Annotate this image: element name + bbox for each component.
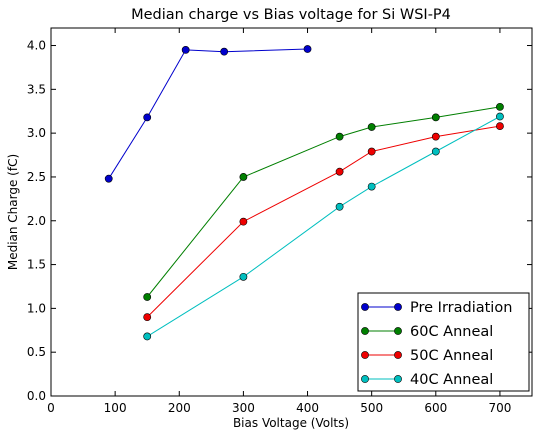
data-point (143, 113, 152, 122)
x-tick-label: 500 (360, 401, 383, 415)
legend-marker (394, 351, 402, 359)
data-point (239, 217, 248, 226)
data-point (104, 174, 113, 183)
legend-item: Pre Irradiation (361, 300, 512, 316)
data-point (239, 272, 248, 281)
series-line (108, 48, 308, 179)
legend-label: 50C Anneal (410, 348, 493, 364)
y-tick-label: 2.5 (27, 170, 46, 184)
data-point (143, 332, 152, 341)
data-point (431, 132, 440, 141)
data-point (367, 147, 376, 156)
series (143, 102, 504, 301)
y-tick-label: 1.0 (27, 301, 46, 315)
data-point (335, 202, 344, 211)
data-point (181, 46, 190, 54)
chart-title: Median charge vs Bias voltage for Si WSI… (131, 7, 451, 23)
legend-label: 40C Anneal (410, 372, 493, 388)
x-tick-label: 600 (424, 401, 447, 415)
series-line (146, 106, 500, 298)
y-tick-label: 1.5 (27, 258, 46, 272)
data-point (496, 102, 504, 111)
y-tick-label: 0.0 (27, 389, 46, 403)
x-tick-label: 200 (168, 401, 191, 415)
y-tick-label: 0.5 (27, 345, 46, 359)
legend-label: 60C Anneal (410, 324, 493, 340)
y-axis: 0.0 0.5 1.0 1.5 2.0 2.5 3.0 3.5 4.0 (27, 39, 532, 403)
y-tick-label: 3.0 (27, 126, 46, 140)
x-axis: 0 100 200 300 400 500 600 700 (47, 28, 511, 415)
legend-marker (394, 303, 402, 311)
y-tick-label: 4.0 (27, 39, 46, 53)
data-point (496, 122, 504, 131)
series-line (146, 116, 501, 337)
legend-marker (361, 351, 369, 359)
data-point (143, 313, 152, 322)
legend-item: 40C Anneal (361, 372, 493, 388)
legend-box (357, 292, 530, 392)
y-tick-label: 3.5 (27, 82, 46, 96)
legend-marker (394, 327, 402, 335)
data-point (367, 182, 376, 191)
data-point (431, 147, 440, 156)
data-point (239, 173, 248, 181)
data-point (367, 123, 376, 131)
x-tick-label: 0 (47, 401, 55, 415)
x-tick-label: 700 (488, 401, 511, 415)
data-point (335, 167, 344, 176)
data-point (431, 113, 440, 122)
legend-marker (394, 375, 402, 383)
y-tick-label: 2.0 (27, 214, 46, 228)
x-tick-label: 400 (296, 401, 319, 415)
plot-area-frame (50, 27, 533, 397)
data-point (335, 132, 344, 141)
series-layer (104, 45, 504, 341)
series-line (146, 125, 500, 318)
y-axis-label: Median Charge (fC) (6, 154, 20, 270)
legend-item: 50C Anneal (361, 348, 493, 364)
data-point (143, 293, 152, 301)
data-point (496, 112, 504, 121)
legend-marker (361, 327, 369, 335)
legend-marker (361, 303, 369, 311)
legend-marker (361, 375, 369, 383)
series (143, 112, 504, 341)
data-point (303, 45, 312, 53)
series (143, 122, 504, 322)
x-axis-label: Bias Voltage (Volts) (233, 416, 349, 430)
legend-item: 60C Anneal (361, 324, 493, 340)
data-point (220, 47, 229, 56)
legend-label: Pre Irradiation (410, 300, 512, 316)
x-tick-label: 300 (232, 401, 255, 415)
x-tick-label: 100 (104, 401, 127, 415)
series (104, 45, 312, 183)
legend: Pre Irradiation 60C Anneal 50C Anneal 40C A… (357, 292, 530, 392)
